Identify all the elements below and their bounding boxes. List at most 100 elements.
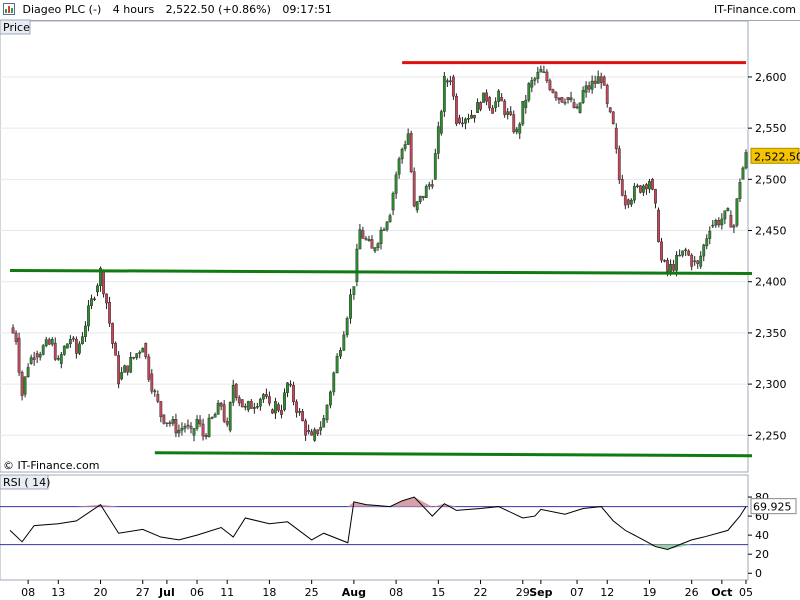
candle-body [53,342,57,360]
x-tick-label: 19 [642,586,656,599]
candle-body [56,357,60,360]
candle-body [361,230,365,239]
candle-body [345,318,349,336]
x-tick-label: 07 [570,586,584,599]
x-tick-label: 27 [136,586,150,599]
candle-body [485,92,488,102]
x-tick-label: 12 [600,586,614,599]
candle-body [427,184,431,187]
candle-body [439,111,443,134]
brand-link[interactable]: IT-Finance.com [714,3,796,16]
candle-body [587,85,591,90]
candle-body [397,158,401,175]
candle-body [626,199,630,205]
candle-body [156,394,160,402]
candle-body [551,89,555,93]
candle-body [168,422,172,424]
price-tick-label: 2,350 [755,327,787,340]
rsi-panel-tab[interactable] [0,474,49,490]
candle-body [593,80,597,84]
candle-body [38,354,42,358]
price-tick-label: 2,400 [755,276,787,289]
candle-body [596,76,600,84]
candle-body [458,117,461,124]
candle-body [292,384,295,403]
candle-body [295,401,298,413]
last-price-label: 2,522.50 [754,150,800,163]
candle-body [355,248,359,282]
candle-body [111,323,114,344]
candle-body [515,128,519,133]
candle-body [210,417,214,419]
x-tick-label: 15 [431,586,445,599]
candle-body [521,101,525,125]
candle-body [714,220,718,226]
candle-body [313,429,317,441]
candle-body [216,402,220,415]
candle-body [388,215,392,223]
candle-body [225,420,229,425]
price-tick-label: 2,450 [755,225,787,238]
price-panel-tab[interactable] [0,19,31,35]
candle-body [195,418,199,429]
candle-body [503,100,507,115]
candle-body [335,355,339,374]
candle-body [283,392,286,410]
price-panel-label: Price [3,21,30,34]
candle-body [129,356,133,373]
candle-body [47,339,51,345]
candle-body [648,181,651,190]
x-tick-label: 06 [190,586,204,599]
candle-body [78,343,81,354]
candle-body [180,428,184,431]
candle-body [563,101,567,104]
candle-body [68,339,72,345]
candle-body [560,97,564,103]
rsi-panel [0,474,749,581]
candle-body [455,95,458,124]
candle-body [590,80,594,90]
candle-body [11,327,15,334]
candle-body [249,401,253,409]
candle-body [666,260,669,272]
candle-body [702,244,706,257]
candle-body [237,397,241,404]
candle-body [684,249,688,252]
candle-body [165,422,169,424]
candle-body [286,382,289,393]
candle-body [255,406,259,408]
candle-body [307,429,311,432]
candle-body [385,221,389,230]
candle-body [527,83,531,101]
candle-body [332,372,336,393]
candle-body [614,127,618,149]
candle-body [20,372,24,396]
candle-body [280,410,283,415]
candle-body [367,239,371,241]
candle-body [436,126,440,154]
candle-body [391,193,395,211]
candle-body [620,179,624,196]
candle-body [349,294,352,319]
candle-body [32,357,36,361]
candle-body [322,418,326,428]
candle-body [554,92,558,99]
candle-body [26,367,30,377]
x-tick-label: 08 [389,586,403,599]
candle-body [479,102,482,110]
candle-body [310,431,314,436]
x-tick-label: Sep [529,586,552,599]
candle-body [274,401,277,414]
candle-body [708,230,712,239]
candle-body [105,293,108,304]
candle-body [461,122,464,125]
candle-body [23,376,27,395]
x-tick-label: 20 [94,586,108,599]
candle-body [108,301,111,324]
candle-body [29,357,33,364]
price-panel [0,20,749,473]
candle-body [325,404,329,421]
candle-body [575,106,579,109]
candle-body [530,80,534,88]
